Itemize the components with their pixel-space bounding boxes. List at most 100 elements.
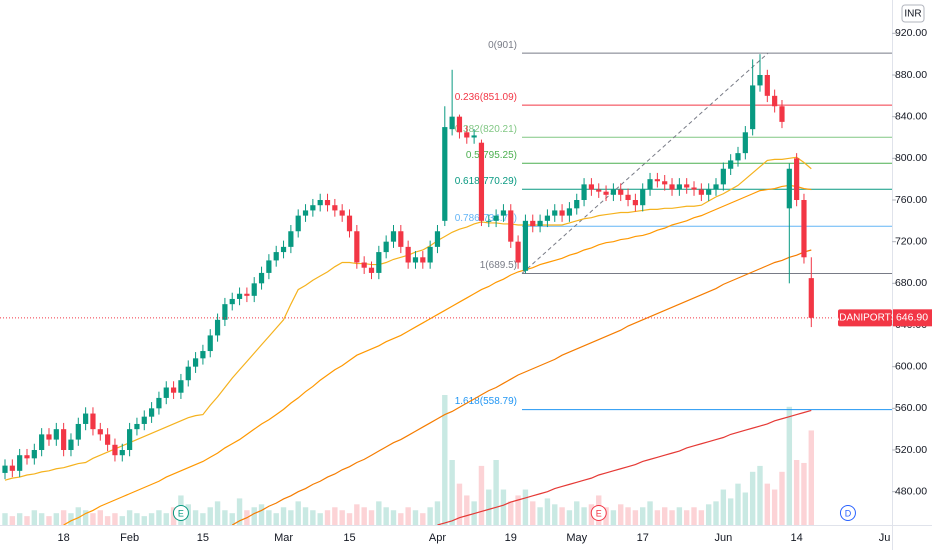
candle-body (405, 246, 411, 263)
volume-bar (119, 516, 125, 525)
candle-body (295, 215, 301, 232)
volume-bar (324, 510, 331, 525)
x-tick-label: Jun (714, 532, 732, 544)
candle-body (728, 160, 734, 169)
volume-bar (163, 513, 169, 525)
volume-bar (24, 516, 30, 525)
volume-bar (552, 504, 558, 525)
volume-bar (771, 489, 778, 525)
volume-bar (141, 516, 147, 525)
volume-bar (310, 510, 316, 525)
y-tick-label: 920.00 (895, 27, 927, 39)
candle-body (112, 444, 118, 456)
volume-bar (104, 516, 111, 525)
candle-body (647, 179, 653, 190)
candle-body (39, 434, 45, 450)
volume-bar (75, 507, 81, 525)
volume-bar (537, 507, 543, 525)
volume-bar (9, 516, 16, 525)
volume-bar (808, 430, 814, 525)
volume-bar (317, 513, 323, 525)
candle-body (537, 220, 543, 227)
y-tick-label: 560.00 (895, 402, 927, 414)
candle-body (324, 200, 331, 206)
volume-bar (222, 510, 228, 525)
candle-body (68, 439, 74, 450)
candle-body (31, 450, 37, 459)
candle-body (508, 210, 514, 242)
symbol-tag-label: ADANIPORTS (833, 312, 898, 323)
y-tick-label: 680.00 (895, 277, 927, 289)
volume-bar (478, 465, 485, 525)
event-label: E (596, 508, 602, 518)
x-tick-label: 15 (197, 532, 209, 544)
volume-bar (302, 507, 309, 525)
candle-body (713, 184, 719, 190)
candle-body (236, 293, 243, 299)
volume-bar (427, 507, 433, 525)
candle-body (676, 184, 682, 190)
candle-body (742, 132, 748, 154)
x-tick-label: 17 (637, 532, 649, 544)
candle-body (288, 231, 294, 247)
candle-body (251, 283, 257, 296)
candle-body (376, 252, 382, 273)
volume-bar (705, 504, 712, 525)
event-marker (172, 505, 189, 521)
volume-bar (361, 507, 367, 525)
candle-body (97, 429, 103, 435)
volume-bar (236, 498, 243, 525)
volume-bar (332, 507, 338, 525)
candle-body (610, 189, 616, 195)
candle-body (200, 351, 206, 359)
candle-body (779, 106, 785, 122)
volume-bar (544, 498, 551, 525)
volume-bar (456, 483, 463, 525)
currency-box[interactable] (901, 4, 925, 23)
candle-body (522, 220, 529, 271)
candle-body (478, 142, 485, 221)
price-tag-label: 646.90 (896, 312, 928, 324)
x-tick-label: Feb (120, 532, 139, 544)
fib-label: 0.236(851.09) (455, 92, 517, 103)
volume-bar (346, 513, 353, 525)
event-label: D (845, 508, 852, 518)
volume-bar (46, 516, 52, 525)
candle-body (83, 413, 89, 424)
candle-body (420, 257, 426, 263)
candle-body (552, 210, 558, 216)
moving-average (437, 409, 812, 525)
volume-bar (354, 504, 360, 525)
candle-body (207, 335, 213, 352)
x-tick-label: Apr (429, 532, 446, 544)
candle-body (9, 465, 15, 471)
candle-body (808, 278, 814, 318)
y-tick-label: 800.00 (895, 152, 927, 164)
volume-bar (126, 510, 133, 525)
volume-bar (148, 513, 155, 525)
candle-body (310, 205, 316, 211)
x-tick-label: Ju (879, 532, 891, 544)
candle-body (581, 184, 587, 200)
candle-body (566, 208, 573, 216)
volume-bar (618, 504, 624, 525)
candle-body (412, 257, 419, 263)
candle-body (794, 158, 800, 200)
candle-body (486, 220, 492, 222)
fib-label: 1(689.5) (480, 260, 517, 271)
candle-body (735, 153, 741, 161)
volume-bar (669, 510, 675, 525)
candle-body (786, 168, 792, 209)
candle-body (588, 184, 594, 190)
volume-bar (647, 501, 653, 525)
candle-body (222, 304, 228, 320)
volume-bar (112, 513, 118, 525)
candle-body (618, 189, 624, 195)
volume-bar (632, 510, 639, 525)
moving-average (63, 184, 812, 525)
candle-body (214, 319, 221, 336)
volume-bar (742, 492, 749, 525)
volume-bar (654, 510, 661, 525)
candle-body (2, 465, 8, 473)
